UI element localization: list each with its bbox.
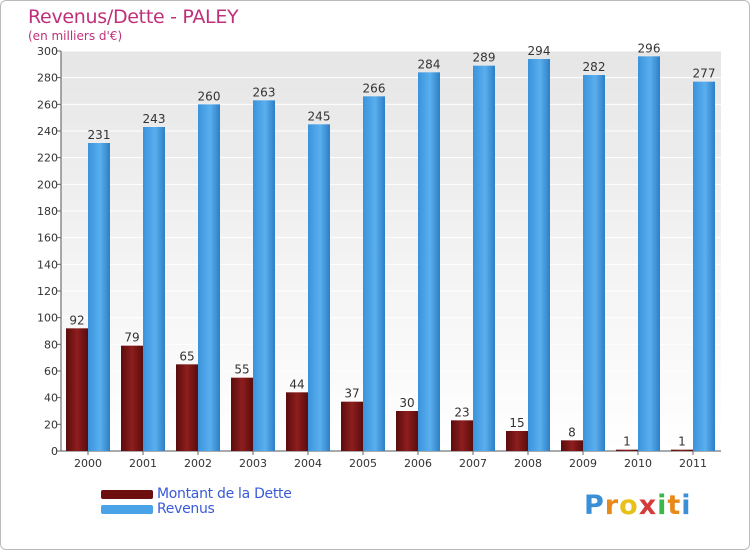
legend-swatch-dette — [101, 490, 153, 499]
x-tick-label: 2008 — [514, 457, 542, 470]
data-label-dette: 37 — [344, 387, 359, 401]
bar-revenus — [363, 96, 385, 451]
bar-dette — [506, 431, 528, 451]
bar-revenus — [308, 124, 330, 451]
chart-title: Revenus/Dette - PALEY — [28, 6, 239, 28]
bar-dette — [286, 392, 308, 451]
legend-swatch-revenus — [101, 505, 153, 514]
bar-dette — [396, 411, 418, 451]
data-label-dette: 8 — [568, 425, 576, 439]
data-label-dette: 1 — [678, 435, 686, 449]
bar-revenus — [88, 143, 110, 451]
data-label-dette: 30 — [399, 396, 414, 410]
y-tick-label: 100 — [37, 312, 58, 325]
y-tick-label: 200 — [37, 178, 58, 191]
data-label-dette: 79 — [124, 331, 139, 345]
y-tick-label: 260 — [37, 98, 58, 111]
y-tick-label: 140 — [37, 258, 58, 271]
x-tick-label: 2011 — [679, 457, 707, 470]
logo-letter: P — [584, 490, 605, 521]
legend-label-dette: Montant de la Dette — [157, 486, 292, 502]
y-tick-label: 180 — [37, 205, 58, 218]
y-tick-label: 280 — [37, 72, 58, 85]
x-tick-label: 2001 — [129, 457, 157, 470]
data-label-revenus: 266 — [363, 81, 386, 95]
bar-dette — [66, 328, 88, 451]
bar-dette — [176, 364, 198, 451]
y-tick-label: 160 — [37, 232, 58, 245]
data-label-revenus: 296 — [638, 41, 661, 55]
logo-letter: o — [619, 490, 639, 521]
bar-revenus — [528, 59, 550, 451]
data-label-revenus: 263 — [253, 85, 276, 99]
y-tick-label: 80 — [44, 338, 58, 351]
y-tick-label: 60 — [44, 365, 58, 378]
data-label-revenus: 231 — [88, 128, 111, 142]
bar-revenus — [583, 75, 605, 451]
data-label-dette: 1 — [623, 435, 631, 449]
bar-revenus — [418, 72, 440, 451]
y-tick-label: 300 — [37, 45, 58, 58]
bar-revenus — [638, 56, 660, 451]
data-label-revenus: 294 — [528, 44, 551, 58]
data-label-dette: 44 — [289, 377, 304, 391]
bar-revenus — [143, 127, 165, 451]
bar-revenus — [473, 65, 495, 452]
data-label-revenus: 260 — [198, 89, 221, 103]
logo-letter: t — [667, 490, 682, 521]
logo-letter: i — [681, 490, 692, 521]
y-tick-label: 220 — [37, 152, 58, 165]
y-tick-label: 40 — [44, 392, 58, 405]
x-tick-label: 2006 — [404, 457, 432, 470]
y-tick-label: 0 — [51, 445, 58, 458]
y-tick-label: 240 — [37, 125, 58, 138]
y-tick-label: 20 — [44, 418, 58, 431]
legend-label-revenus: Revenus — [157, 501, 215, 517]
x-tick-label: 2002 — [184, 457, 212, 470]
proxiti-logo: Proxiti — [584, 490, 692, 521]
data-label-dette: 55 — [234, 363, 249, 377]
data-label-dette: 15 — [509, 416, 524, 430]
data-label-revenus: 282 — [583, 60, 606, 74]
bar-dette — [231, 377, 253, 451]
data-label-revenus: 245 — [308, 109, 331, 123]
x-tick-label: 2003 — [239, 457, 267, 470]
bar-revenus — [253, 100, 275, 451]
bar-dette — [671, 449, 693, 451]
data-label-dette: 92 — [69, 313, 84, 327]
bar-revenus — [693, 81, 715, 452]
x-tick-label: 2004 — [294, 457, 322, 470]
bar-dette — [121, 345, 143, 451]
data-label-revenus: 289 — [473, 51, 496, 65]
bar-dette — [341, 401, 363, 451]
y-tick-label: 120 — [37, 285, 58, 298]
logo-letter: x — [638, 490, 658, 521]
x-tick-label: 2010 — [624, 457, 652, 470]
data-label-dette: 65 — [179, 349, 194, 363]
x-tick-label: 2009 — [569, 457, 597, 470]
chart-subtitle: (en milliers d'€) — [28, 29, 123, 43]
logo-letter: i — [657, 490, 668, 521]
data-label-dette: 23 — [454, 405, 469, 419]
x-tick-label: 2007 — [459, 457, 487, 470]
plot-background — [61, 51, 721, 451]
x-tick-label: 2005 — [349, 457, 377, 470]
data-label-revenus: 243 — [143, 112, 166, 126]
bar-dette — [561, 440, 583, 451]
x-tick-label: 2000 — [74, 457, 102, 470]
data-label-revenus: 284 — [418, 57, 441, 71]
logo-letter: r — [604, 490, 620, 521]
bar-revenus — [198, 104, 220, 451]
bar-dette — [451, 420, 473, 451]
bar-dette — [616, 449, 638, 451]
data-label-revenus: 277 — [693, 67, 716, 81]
